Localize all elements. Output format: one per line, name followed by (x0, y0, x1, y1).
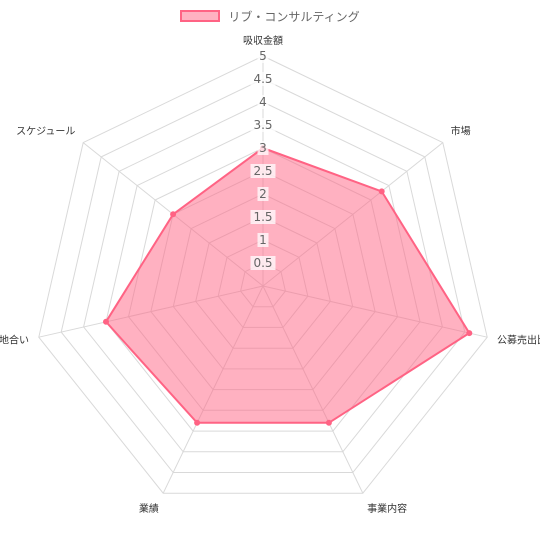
tick-label: 0.5 (253, 256, 272, 270)
grid-ring (38, 55, 488, 494)
tick-backdrop (257, 141, 269, 155)
axis-label: 業績 (139, 502, 159, 515)
axis-label: 吸収金額 (243, 34, 283, 47)
tick-label: 5 (259, 49, 267, 63)
axis-label: 地合い (0, 333, 29, 346)
tick-label: 4 (259, 95, 267, 109)
series-area (104, 146, 471, 424)
legend: リブ・コンサルティング (0, 6, 540, 26)
axis-label: 事業内容 (367, 502, 407, 515)
tick-label: 1.5 (253, 210, 272, 224)
axis-label: スケジュール (16, 125, 75, 137)
tick-backdrop (250, 72, 276, 86)
axis-label: 公募売出比 (497, 333, 540, 346)
tick-labels: 0.5 1 1.5 2 2.5 3 3.5 4 4.5 5 (250, 49, 276, 270)
tick-backdrop (257, 95, 269, 109)
tick-backdrop (250, 256, 276, 270)
data-point (103, 318, 109, 325)
data-point (170, 211, 177, 218)
legend-label: リブ・コンサルティング (228, 9, 360, 24)
legend-swatch (180, 10, 221, 22)
series-layer (103, 145, 473, 426)
tick-backdrop (257, 49, 269, 63)
data-point (378, 188, 385, 195)
grid-ring (105, 124, 421, 432)
tick-backdrop (250, 210, 276, 224)
tick-label: 4.5 (253, 72, 272, 86)
tick-label: 3 (259, 141, 267, 155)
tick-backdrop (250, 164, 276, 178)
tick-label: 1 (259, 233, 267, 247)
tick-backdrop (257, 233, 269, 247)
grid-ring (60, 78, 466, 473)
tick-label: 2 (259, 187, 267, 201)
grid-ring (83, 101, 443, 453)
data-point (466, 330, 473, 337)
data-point (325, 419, 332, 426)
tick-label: 2.5 (253, 164, 272, 178)
axis-label: 市場 (451, 124, 471, 137)
tick-backdrop (257, 187, 269, 201)
axis-labels: 吸収金額市場公募売出比事業内容 業績 地合い スケジュール (0, 34, 540, 515)
tick-backdrop (250, 118, 276, 132)
data-point (194, 419, 201, 426)
tick-label: 3.5 (253, 118, 272, 132)
